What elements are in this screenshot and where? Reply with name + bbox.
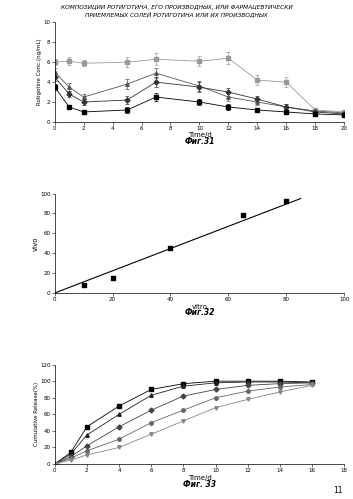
Point bbox=[168, 244, 173, 252]
Text: ПРИЕМЛЕМЫХ СОЛЕЙ РОТИГОТИНА ИЛИ ИХ ПРОИЗВОДНЫХ: ПРИЕМЛЕМЫХ СОЛЕЙ РОТИГОТИНА ИЛИ ИХ ПРОИЗ… bbox=[85, 11, 268, 17]
X-axis label: Time/d: Time/d bbox=[187, 132, 211, 139]
Text: Фиг. 33: Фиг. 33 bbox=[183, 480, 216, 489]
Text: 11: 11 bbox=[333, 486, 342, 495]
Point bbox=[81, 281, 86, 289]
Point bbox=[110, 274, 115, 282]
Text: КОМПОЗИЦИИ РОТИГОТИНА, ЕГО ПРОИЗВОДНЫХ, ИЛИ ФАРМАЦЕВТИЧЕСКИ: КОМПОЗИЦИИ РОТИГОТИНА, ЕГО ПРОИЗВОДНЫХ, … bbox=[61, 5, 292, 10]
Y-axis label: Cumulative Release(%): Cumulative Release(%) bbox=[34, 382, 39, 447]
Y-axis label: vivo: vivo bbox=[33, 236, 39, 250]
Point bbox=[283, 198, 289, 206]
Text: Фиг.31: Фиг.31 bbox=[184, 137, 215, 146]
Y-axis label: Rotigotine Conc.(ng/mL): Rotigotine Conc.(ng/mL) bbox=[37, 39, 42, 105]
Point bbox=[240, 212, 246, 220]
X-axis label: vitro: vitro bbox=[192, 303, 207, 309]
X-axis label: Time/d: Time/d bbox=[187, 475, 211, 481]
Text: Фиг.32: Фиг.32 bbox=[184, 308, 215, 317]
